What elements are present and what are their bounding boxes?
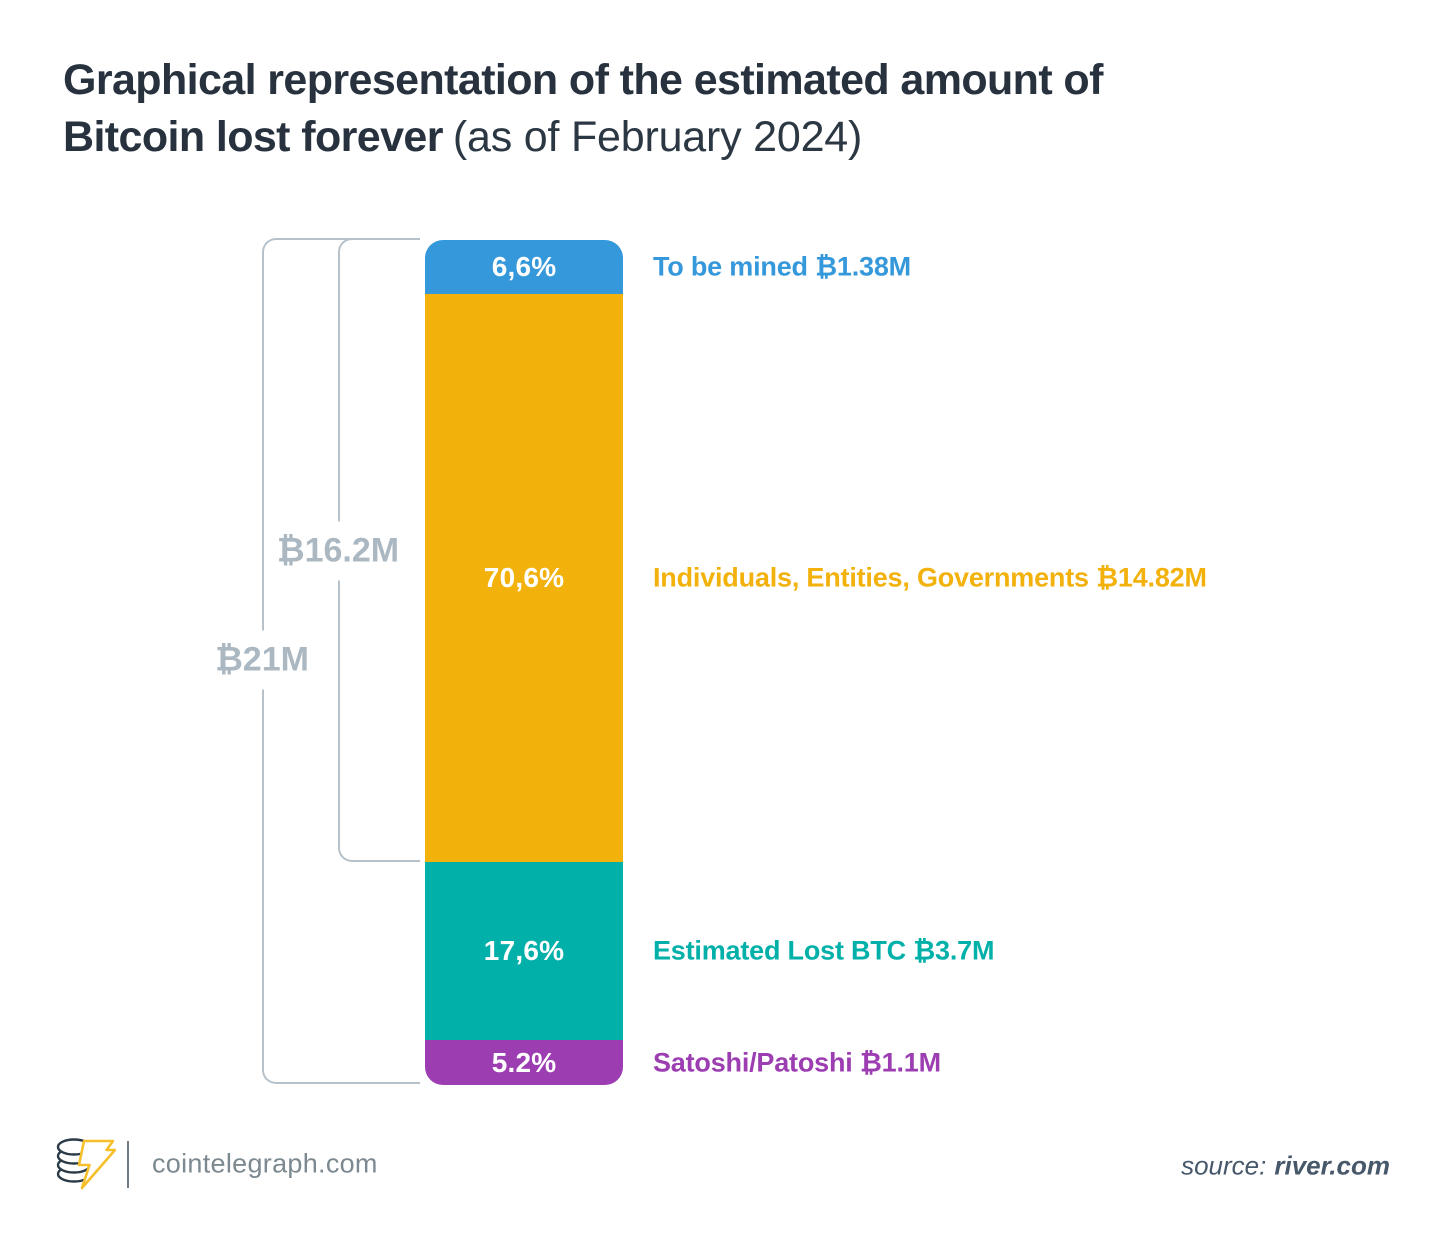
title-line-1: Graphical representation of the estimate… [63, 56, 1103, 104]
segment-percent-label: 5.2% [491, 1046, 557, 1078]
segment-percent-label: 17,6% [483, 935, 565, 966]
annotation-satoshi-patoshi: Satoshi/Patoshi ₿1.1M [653, 1047, 941, 1077]
cointelegraph-logo [54, 1134, 117, 1197]
bracket-total-supply-label: ₿21M [207, 630, 317, 690]
title-date-suffix: (as of February 2024) [452, 113, 863, 161]
bracket-mined-supply-label: ₿16.2M [268, 521, 408, 581]
stacked-bar: 6,6% 70,6% 17,6% 5.2% [425, 240, 623, 1085]
annotation-individuals-entities-governments: Individuals, Entities, Governments ₿14.8… [653, 562, 1207, 593]
coin-stack-lightning-icon [56, 1138, 117, 1190]
footer-divider [127, 1141, 129, 1188]
bar-segment-estimated-lost-btc: 17,6% [425, 862, 623, 1040]
source-label: source: river.com [1181, 1151, 1390, 1182]
bar-segment-to-be-mined: 6,6% [425, 240, 623, 294]
annotation-to-be-mined: To be mined ₿1.38M [653, 251, 911, 282]
source-name: river.com [1274, 1150, 1390, 1181]
annotation-estimated-lost-btc: Estimated Lost BTC ₿3.7M [653, 935, 995, 966]
segment-percent-label: 6,6% [491, 251, 557, 282]
site-label: cointelegraph.com [152, 1148, 378, 1179]
bar-segment-individuals-entities-governments: 70,6% [425, 294, 623, 862]
source-prefix: source: [1181, 1150, 1267, 1181]
bar-segment-satoshi-patoshi: 5.2% [425, 1040, 623, 1085]
page-title: Graphical representation of the estimate… [63, 52, 1103, 166]
segment-percent-label: 70,6% [483, 562, 565, 593]
title-line-2-bold: Bitcoin lost forever [63, 113, 443, 161]
